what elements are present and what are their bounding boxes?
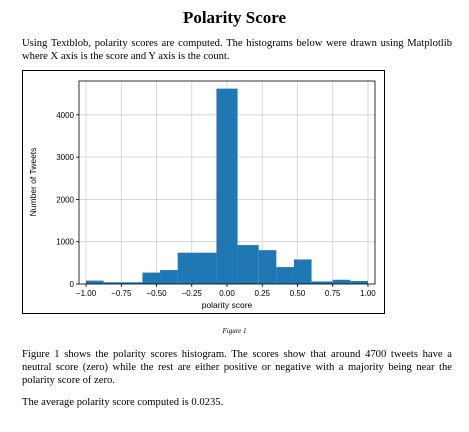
histogram-bar [103, 282, 143, 284]
y-tick-label: 1000 [56, 238, 74, 247]
axis-ticks: −1.00 −0.75 −0.50 −0.25 0.00 0.25 0.50 0.75 1.00… [56, 111, 376, 298]
histogram-bar [160, 270, 178, 284]
x-tick-label: −0.50 [146, 289, 167, 298]
histogram-bar [216, 88, 238, 284]
x-tick-label: 0.25 [254, 289, 270, 298]
histogram-chart: −1.00 −0.75 −0.50 −0.25 0.00 0.25 0.50 0.75 1.00… [28, 80, 376, 310]
histogram-bar [311, 281, 333, 284]
figure-caption: Figure 1 [222, 327, 247, 335]
histogram-bar [86, 280, 104, 284]
x-tick-label: 0.50 [290, 289, 306, 298]
histogram-bar [276, 267, 294, 284]
x-tick-label: 1.00 [360, 289, 376, 298]
y-tick-label: 3000 [56, 153, 74, 162]
y-axis-label: Number of Tweets [28, 148, 38, 217]
histogram-bar [142, 272, 161, 284]
histogram-bar [293, 259, 312, 284]
page-title: Polarity Score [182, 8, 287, 27]
histogram-bar [177, 252, 217, 284]
histogram-bar [258, 250, 277, 284]
x-tick-label: −1.00 [76, 289, 97, 298]
y-tick-label: 2000 [56, 195, 74, 204]
intro-paragraph: Using Textblob, polarity scores are comp… [22, 38, 452, 62]
histogram-bar [332, 279, 351, 284]
x-tick-label: 0.00 [219, 289, 235, 298]
histogram-bars [86, 88, 368, 284]
x-tick-label: −0.25 [182, 289, 203, 298]
y-tick-label: 4000 [56, 111, 74, 120]
body-paragraph-1: Figure 1 shows the polarity scores histo… [22, 349, 452, 386]
figure-frame: −1.00 −0.75 −0.50 −0.25 0.00 0.25 0.50 0.75 1.00… [22, 70, 385, 314]
x-axis-label: polarity score [202, 300, 253, 310]
x-tick-label: −0.75 [111, 289, 132, 298]
histogram-bar [237, 245, 259, 284]
histogram-bar [350, 281, 368, 284]
x-tick-label: 0.75 [325, 289, 341, 298]
body-paragraph-2: The average polarity score computed is 0… [22, 397, 224, 408]
y-tick-label: 0 [70, 280, 75, 289]
